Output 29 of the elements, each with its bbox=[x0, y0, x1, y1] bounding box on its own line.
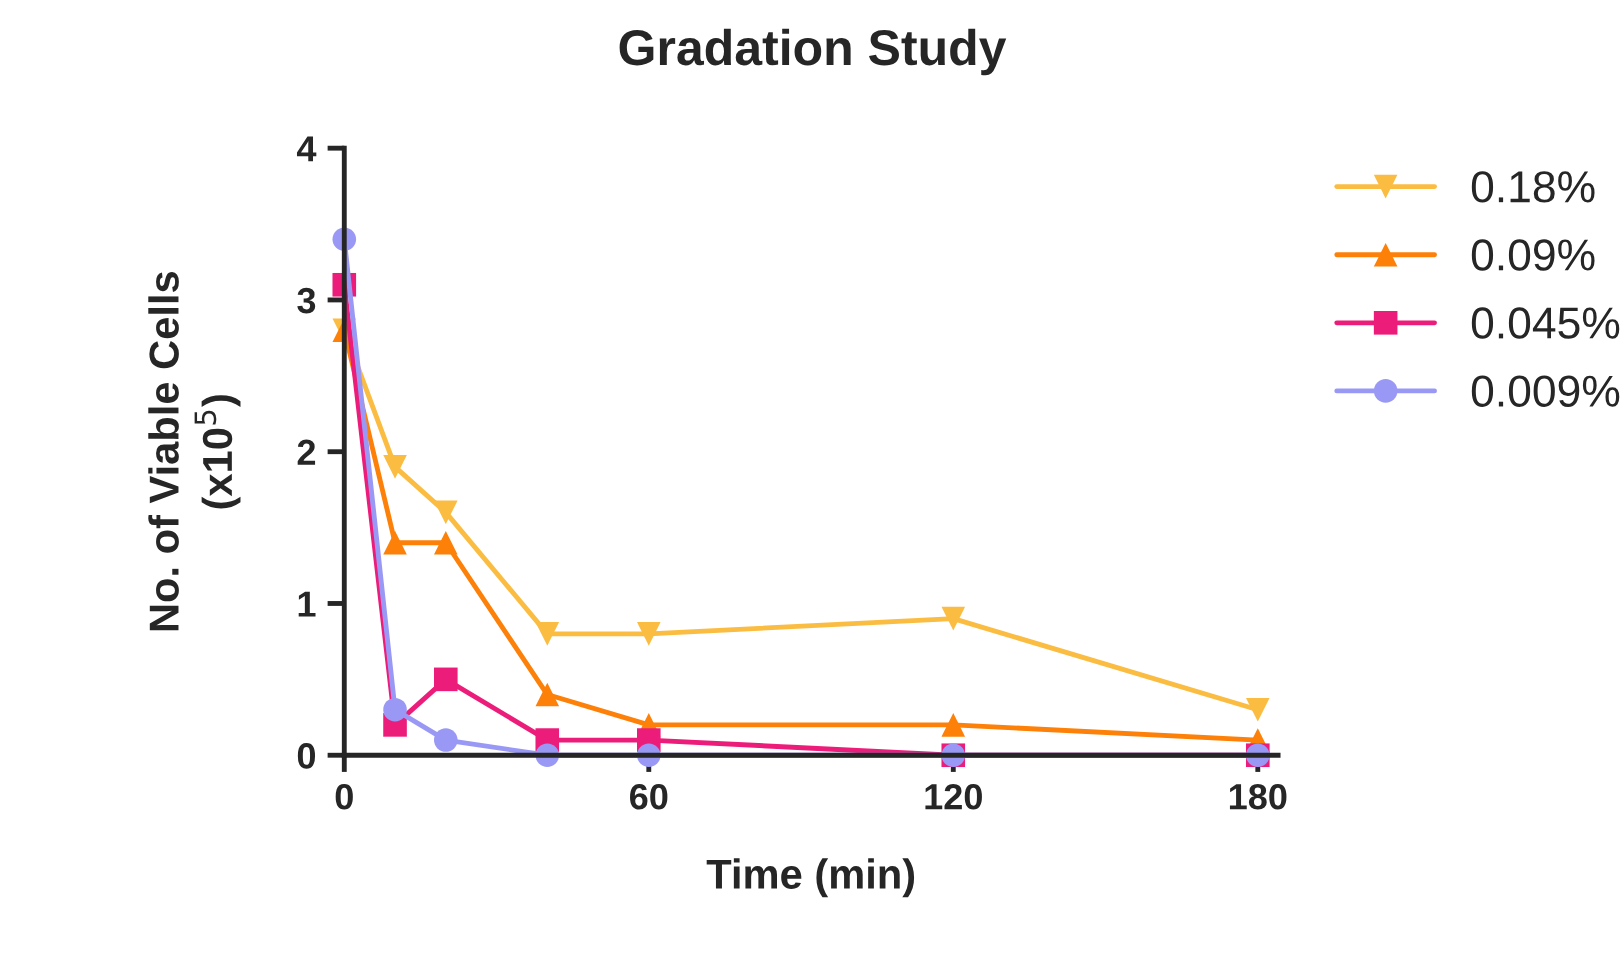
legend-label: 0.18% bbox=[1471, 171, 1595, 203]
point bbox=[535, 622, 560, 646]
legend-label: 0.09% bbox=[1471, 239, 1595, 271]
point bbox=[535, 682, 560, 707]
point bbox=[636, 622, 661, 646]
y-tick-label: 4 bbox=[296, 136, 317, 162]
x-tick-label: 60 bbox=[630, 783, 668, 810]
point bbox=[433, 530, 458, 555]
point bbox=[383, 697, 407, 722]
legend-label: 0.045% bbox=[1471, 307, 1620, 339]
y-axis-title: No. of Viable Cells (x10$^{5}$) bbox=[148, 272, 241, 631]
point bbox=[941, 713, 966, 737]
legend-label: 0.009% bbox=[1471, 375, 1620, 407]
point bbox=[383, 530, 407, 555]
x-tick-label: 120 bbox=[925, 783, 982, 810]
x-axis-title: Time (min) bbox=[706, 858, 915, 898]
y-tick-label: 3 bbox=[297, 287, 316, 314]
x-tick-label: 0 bbox=[335, 783, 353, 810]
point bbox=[433, 667, 458, 692]
point bbox=[941, 606, 966, 631]
point bbox=[1245, 697, 1270, 722]
y-tick-label: 1 bbox=[298, 591, 316, 617]
point bbox=[383, 455, 407, 479]
y-tick-label: 2 bbox=[297, 439, 316, 465]
x-tick-label: 180 bbox=[1229, 783, 1287, 810]
point bbox=[433, 728, 458, 752]
y-tick-label: 0 bbox=[297, 743, 316, 769]
point bbox=[433, 500, 458, 525]
chart-title: Gradation Study bbox=[619, 28, 1007, 76]
